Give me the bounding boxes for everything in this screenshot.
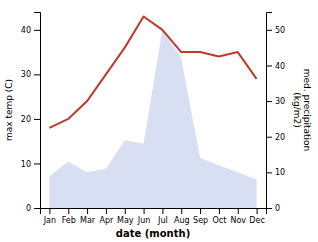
- area: [49, 30, 256, 208]
- tick-label: Nov: [230, 216, 246, 225]
- tick-label: 10: [275, 168, 285, 177]
- tick: Jan: [43, 208, 56, 225]
- tick-mark: [106, 208, 107, 214]
- x-axis: Jan Feb MarAprMayJun Jul AugSep Oct NovDec: [41, 208, 267, 225]
- y2-axis-title: med. precipitation(kg/m2): [292, 69, 312, 151]
- tick: 20: [21, 115, 40, 124]
- tick-mark: [144, 208, 145, 214]
- tick-label: Feb: [62, 216, 76, 225]
- tick: 10: [266, 168, 285, 177]
- tick-mark: [266, 65, 272, 66]
- tick: 20: [266, 133, 285, 142]
- tick-mark: [49, 208, 50, 214]
- marks: [49, 16, 256, 208]
- tick-mark: [34, 30, 40, 31]
- tick: 0: [266, 204, 280, 213]
- tick-mark: [219, 208, 220, 214]
- tick: Apr: [99, 208, 114, 225]
- tick: 40: [266, 62, 285, 71]
- tick: 10: [21, 160, 40, 169]
- tick: 30: [21, 70, 40, 79]
- tick: Nov: [230, 208, 246, 225]
- tick: Mar: [80, 208, 96, 225]
- tick: Feb: [62, 208, 76, 225]
- tick-label: Jun: [137, 216, 151, 225]
- tick-mark: [68, 208, 69, 214]
- tick: 40: [21, 26, 40, 35]
- tick-mark: [181, 208, 182, 214]
- tick: Jun: [137, 208, 151, 225]
- tick-label: Aug: [174, 216, 190, 225]
- tick: May: [117, 208, 134, 225]
- tick-label: Jan: [43, 216, 56, 225]
- tick-label: 0: [26, 204, 31, 213]
- tick-label: Oct: [212, 216, 226, 225]
- tick-label: 30: [275, 97, 285, 106]
- tick-label: Sep: [193, 216, 208, 225]
- y-axis: 0 10 20 30 40: [21, 13, 41, 214]
- tick: Jul: [157, 208, 168, 225]
- tick-mark: [266, 101, 272, 102]
- tick: 0: [26, 204, 40, 213]
- tick-label: 50: [275, 26, 285, 35]
- tick-mark: [266, 172, 272, 173]
- tick-mark: [200, 208, 201, 214]
- axis-line: [41, 209, 267, 215]
- axis-line: [267, 13, 273, 209]
- tick-mark: [238, 208, 239, 214]
- tick-label: Apr: [99, 216, 114, 225]
- tick-label: 40: [21, 26, 31, 35]
- tick-mark: [34, 163, 40, 164]
- tick: Oct: [212, 208, 226, 225]
- tick-mark: [266, 137, 272, 138]
- tick: Dec: [249, 208, 264, 225]
- tick-mark: [266, 30, 272, 31]
- tick-label: Jul: [157, 216, 168, 225]
- tick: 50: [266, 26, 285, 35]
- tick-label: 10: [21, 160, 31, 169]
- y2-axis: 0 10 20 30 40 50: [266, 13, 285, 214]
- tick-label: May: [117, 216, 134, 225]
- chart: Jan Feb MarAprMayJun Jul AugSep Oct NovDec 0 10 2…: [0, 0, 318, 242]
- line: [49, 16, 256, 127]
- tick-mark: [34, 208, 40, 209]
- tick-mark: [257, 208, 258, 214]
- tick: 30: [266, 97, 285, 106]
- y2-axis-title-line: (kg/m2): [292, 92, 302, 127]
- x-axis-title: date (month): [116, 228, 190, 239]
- tick-mark: [87, 208, 88, 214]
- plot-area: Jan Feb MarAprMayJun Jul AugSep Oct NovDec 0 10 2…: [21, 13, 285, 225]
- tick-label: Dec: [249, 216, 264, 225]
- axis-line: [34, 13, 41, 209]
- tick-mark: [34, 74, 40, 75]
- tick-label: 40: [275, 62, 285, 71]
- y-axis-title: max temp (C): [4, 79, 14, 141]
- tick-label: Mar: [80, 216, 96, 225]
- tick-label: 20: [21, 115, 31, 124]
- tick: Aug: [174, 208, 190, 225]
- tick-mark: [266, 208, 272, 209]
- tick-mark: [125, 208, 126, 214]
- tick-label: 20: [275, 133, 285, 142]
- tick: Sep: [193, 208, 208, 225]
- y2-axis-title-line: med. precipitation: [302, 69, 312, 151]
- tick-mark: [34, 119, 40, 120]
- tick-label: 0: [275, 204, 280, 213]
- tick-label: 30: [21, 70, 31, 79]
- tick-mark: [162, 208, 163, 214]
